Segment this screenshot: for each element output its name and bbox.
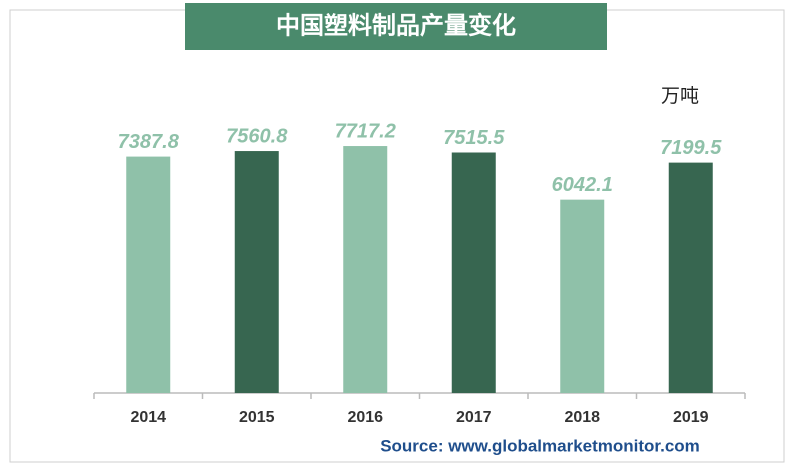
x-tick-label: 2014 bbox=[130, 409, 166, 426]
title-banner bbox=[185, 3, 607, 50]
x-tick-label: 2016 bbox=[347, 409, 383, 426]
value-label: 7515.5 bbox=[443, 127, 505, 149]
x-tick-label: 2015 bbox=[239, 409, 275, 426]
source: Source: www.globalmarketmonitor.com bbox=[380, 436, 700, 455]
bar bbox=[451, 152, 496, 393]
chart-frame bbox=[9, 9, 785, 463]
unit-label: 万吨 bbox=[661, 85, 699, 107]
value-label: 7560.8 bbox=[226, 125, 288, 147]
bar bbox=[234, 151, 279, 393]
bar bbox=[560, 199, 605, 393]
x-tick-label: 2019 bbox=[673, 409, 709, 426]
value-label: 7387.8 bbox=[118, 131, 180, 153]
chart-title: 中国塑料制品产量变化 bbox=[276, 11, 516, 39]
x-tick-label: 2017 bbox=[456, 409, 492, 426]
x-tick-label: 2018 bbox=[564, 409, 600, 426]
value-label: 7717.2 bbox=[335, 120, 396, 142]
bar bbox=[668, 162, 713, 393]
value-label: 6042.1 bbox=[552, 174, 613, 196]
value-label: 7199.5 bbox=[660, 137, 722, 159]
bar bbox=[343, 146, 388, 393]
bar bbox=[126, 156, 171, 393]
